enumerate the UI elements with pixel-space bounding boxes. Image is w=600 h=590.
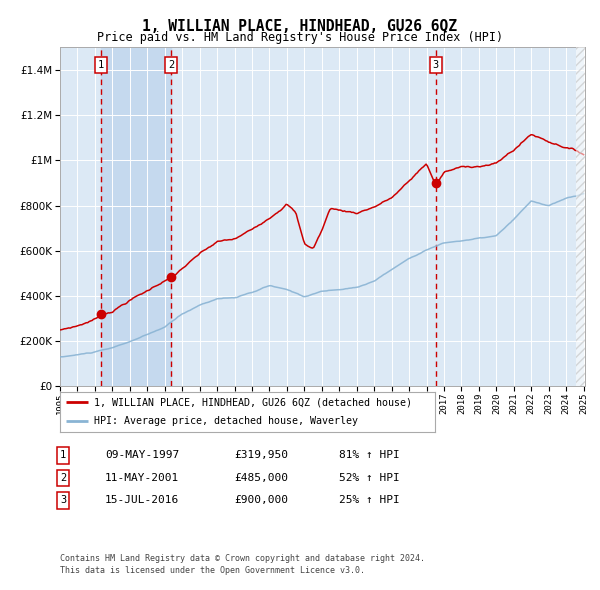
Text: £485,000: £485,000: [234, 473, 288, 483]
Text: 3: 3: [433, 60, 439, 70]
Text: HPI: Average price, detached house, Waverley: HPI: Average price, detached house, Wave…: [94, 417, 358, 427]
Text: £319,950: £319,950: [234, 451, 288, 460]
Text: 09-MAY-1997: 09-MAY-1997: [105, 451, 179, 460]
Text: 15-JUL-2016: 15-JUL-2016: [105, 496, 179, 505]
Text: 2: 2: [60, 473, 66, 483]
Text: 3: 3: [60, 496, 66, 505]
Text: 81% ↑ HPI: 81% ↑ HPI: [339, 451, 400, 460]
Text: Price paid vs. HM Land Registry's House Price Index (HPI): Price paid vs. HM Land Registry's House …: [97, 31, 503, 44]
Bar: [101, 47, 171, 386]
Text: 1: 1: [98, 60, 104, 70]
Text: 1: 1: [60, 451, 66, 460]
Text: 25% ↑ HPI: 25% ↑ HPI: [339, 496, 400, 505]
Bar: [576, 47, 585, 386]
Text: 11-MAY-2001: 11-MAY-2001: [105, 473, 179, 483]
Text: 1, WILLIAN PLACE, HINDHEAD, GU26 6QZ: 1, WILLIAN PLACE, HINDHEAD, GU26 6QZ: [143, 19, 458, 34]
Text: £900,000: £900,000: [234, 496, 288, 505]
Text: 1, WILLIAN PLACE, HINDHEAD, GU26 6QZ (detached house): 1, WILLIAN PLACE, HINDHEAD, GU26 6QZ (de…: [94, 397, 412, 407]
Text: 52% ↑ HPI: 52% ↑ HPI: [339, 473, 400, 483]
Text: 2: 2: [168, 60, 174, 70]
Text: Contains HM Land Registry data © Crown copyright and database right 2024.
This d: Contains HM Land Registry data © Crown c…: [60, 555, 425, 575]
